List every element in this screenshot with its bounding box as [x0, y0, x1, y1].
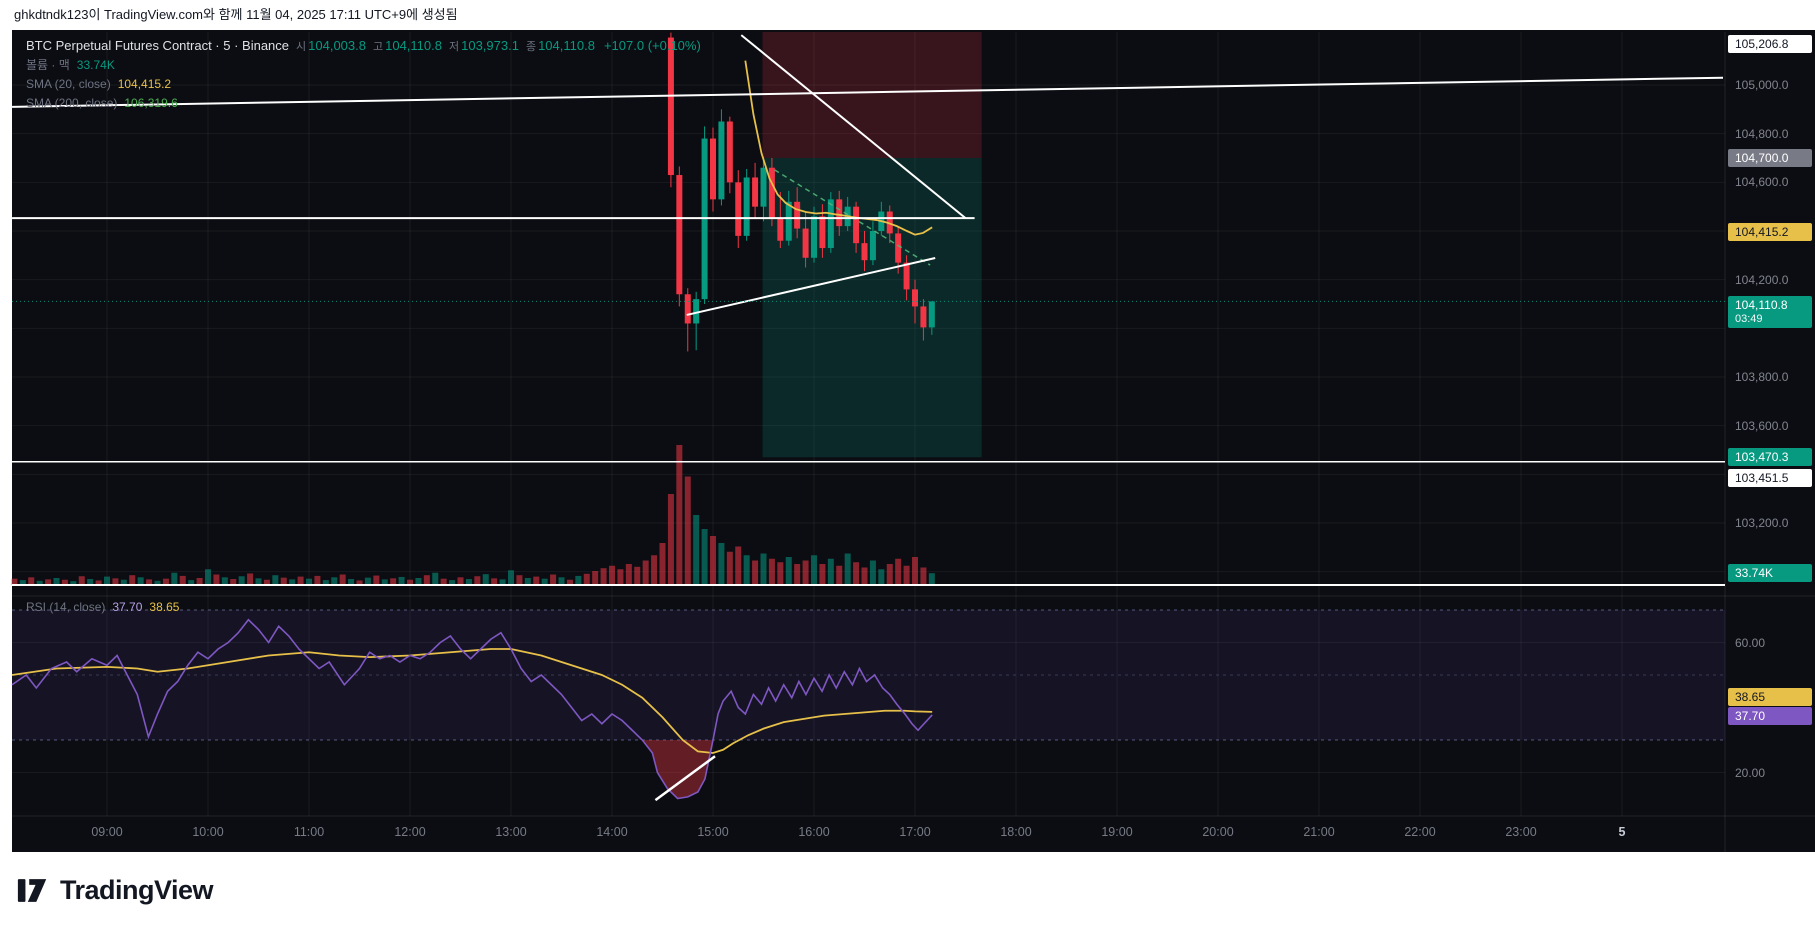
price-axis-badge: 38.65 [1728, 688, 1812, 706]
volume-layer [11, 445, 935, 585]
ohlc-high: 고 104,110.8 [373, 38, 442, 54]
ohlc-open: 시 104,003.8 [296, 38, 366, 54]
sma20-line [744, 60, 933, 236]
drawings-layer [12, 34, 1725, 587]
price-axis-badge: 37.70 [1728, 707, 1812, 725]
rsi-line [11, 618, 933, 800]
price-axis-badge: 104,110.8 03:49 [1728, 296, 1812, 328]
price-axis-label: 103,800.0 [1735, 369, 1789, 384]
ohlc-close-label: 종 [525, 40, 537, 53]
rsi-ma-line [11, 648, 933, 754]
ohlc-high-label: 고 [372, 40, 384, 53]
price-axis-label: 105,000.0 [1735, 78, 1789, 92]
price-axis-badge-value: 103,451.5 [1735, 471, 1789, 485]
price-axis-label: 104,600.0 [1735, 175, 1789, 190]
time-axis-label: 23:00 [1505, 825, 1537, 839]
rsi-ma-value: 38.65 [149, 600, 180, 614]
price-axis-label: 104,200.0 [1735, 272, 1789, 287]
attribution-bar: ghkdtndk123이 TradingView.com와 함께 11월 04,… [0, 0, 1815, 30]
time-axis-label: 21:00 [1303, 825, 1335, 839]
price-axis[interactable]: 105,000.0 104,800.0 104,600.0 104,200.0 103,… [1727, 30, 1815, 852]
attribution-text: ghkdtndk123이 TradingView.com와 함께 11월 04,… [14, 7, 458, 22]
time-axis-label: 13:00 [495, 825, 527, 839]
price-axis-label: 103,200.0 [1735, 515, 1789, 530]
rsi-legend-row: RSI (14, close) 37.70 38.65 [26, 600, 179, 614]
volume-legend-row: 볼륨 · 맥 33.74K [26, 55, 701, 74]
ohlc-low: 저 103,973.1 [449, 38, 519, 54]
sma20-indicator-label[interactable]: SMA (20, close) [26, 76, 111, 91]
time-axis-label: 17:00 [899, 825, 931, 839]
time-axis-label: 15:00 [697, 825, 729, 839]
volume-value: 33.74K [76, 57, 115, 72]
ohlc-open-value: 104,003.8 [308, 38, 366, 53]
ohlc-low-value: 103,973.1 [461, 38, 519, 53]
price-axis-label: 103,600.0 [1735, 418, 1789, 433]
bar-countdown: 03:49 [1735, 313, 1763, 325]
price-axis-badge-value: 103,470.3 [1735, 450, 1789, 464]
rsi-oversold-fill [642, 740, 713, 799]
price-axis-badge: 103,470.3 [1728, 448, 1812, 466]
price-axis-badge-value: 104,110.8 [1735, 298, 1788, 312]
volume-indicator-label[interactable]: 볼륨 · 맥 [26, 58, 70, 72]
rsi-band [12, 609, 1725, 741]
price-axis-badge: 33.74K [1728, 564, 1812, 582]
ohlc-low-label: 저 [448, 40, 460, 53]
ohlc-high-value: 104,110.8 [385, 38, 442, 53]
time-axis-label: 12:00 [394, 825, 426, 839]
time-axis-label: 14:00 [596, 825, 628, 839]
price-axis-badge-value: 33.74K [1735, 566, 1774, 580]
rsi-annotation-line [654, 755, 716, 802]
ohlc-close: 종 104,110.8 [526, 38, 595, 54]
price-axis-badge-value: 104,700.0 [1735, 151, 1789, 165]
time-axis-label: 10:00 [192, 825, 224, 839]
chart-background[interactable] [12, 30, 1815, 852]
price-axis-badge-value: 104,415.2 [1735, 225, 1789, 239]
time-axis-label: 11:00 [293, 825, 325, 839]
time-axis-label: 19:00 [1101, 825, 1133, 839]
rsi-value: 37.70 [112, 600, 143, 614]
change-value: +107.0 (+0.10%) [603, 38, 701, 53]
sma200-legend-row: SMA (200, close) 106,319.6 [26, 93, 701, 112]
price-axis-badge-value: 37.70 [1735, 709, 1766, 723]
tradingview-wordmark[interactable]: TradingView [60, 874, 214, 905]
time-axis-label: 5 [1618, 825, 1626, 839]
tradingview-logo-icon[interactable] [16, 877, 50, 904]
sma200-indicator-label[interactable]: SMA (200, close) [26, 95, 118, 110]
grid-layer [12, 32, 1815, 852]
ohlc-open-label: 시 [296, 40, 307, 53]
time-axis-label: 09:00 [91, 825, 123, 839]
symbol-title[interactable]: BTC Perpetual Futures Contract · 5 · Bin… [26, 38, 290, 53]
sma20-legend-row: SMA (20, close) 104,415.2 [26, 74, 701, 93]
symbol-legend-row: BTC Perpetual Futures Contract · 5 · Bin… [26, 36, 701, 55]
price-axis-badge: 103,451.5 [1728, 469, 1812, 487]
time-axis-label: 16:00 [798, 825, 830, 839]
price-axis-badge: 104,415.2 [1728, 223, 1812, 241]
price-axis-label: 104,800.0 [1735, 126, 1789, 141]
price-axis-badge-value: 38.65 [1735, 690, 1766, 704]
rsi-axis-label: 20.00 [1735, 765, 1766, 780]
rsi-axis-label: 60.00 [1735, 635, 1766, 650]
time-axis-label: 18:00 [1000, 825, 1032, 839]
time-axis-label: 22:00 [1404, 825, 1436, 839]
footer-bar: TradingView [0, 852, 1815, 928]
price-axis-badge-value: 105,206.8 [1735, 37, 1789, 51]
sma200-value: 106,319.6 [124, 95, 178, 110]
price-axis-badge: 104,700.0 [1728, 149, 1812, 167]
ohlc-close-value: 104,110.8 [538, 38, 595, 53]
time-axis[interactable]: 09:00 10:00 11:00 12:00 13:00 14:00 15:00 16:00… [0, 816, 1815, 852]
rsi-indicator-label[interactable]: RSI (14, close) [26, 600, 106, 614]
price-axis-badge: 105,206.8 [1728, 35, 1812, 53]
sma20-value: 104,415.2 [117, 76, 172, 91]
time-axis-label: 20:00 [1202, 825, 1234, 839]
main-legend: BTC Perpetual Futures Contract · 5 · Bin… [26, 36, 701, 112]
